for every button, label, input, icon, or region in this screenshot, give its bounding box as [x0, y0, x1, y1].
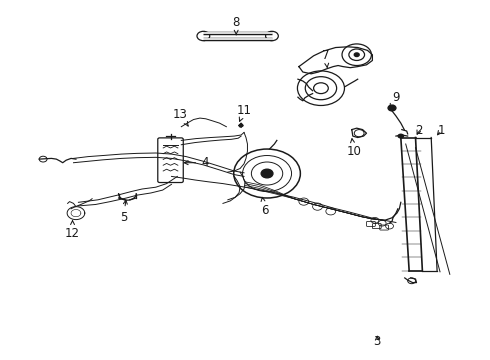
Text: 10: 10 [346, 139, 361, 158]
Text: 7: 7 [322, 49, 330, 68]
Text: 9: 9 [390, 91, 400, 108]
Text: 2: 2 [415, 124, 423, 137]
Text: 4: 4 [184, 156, 209, 169]
Circle shape [388, 105, 396, 111]
Text: 6: 6 [261, 197, 269, 217]
Text: 5: 5 [120, 200, 127, 224]
Text: 8: 8 [232, 16, 240, 35]
Polygon shape [239, 124, 243, 127]
Text: 11: 11 [237, 104, 251, 121]
Circle shape [261, 169, 273, 178]
Text: 13: 13 [173, 108, 188, 126]
Text: 12: 12 [65, 221, 80, 240]
Circle shape [397, 134, 404, 139]
Circle shape [354, 53, 359, 57]
Text: 1: 1 [437, 124, 445, 137]
Text: 3: 3 [373, 335, 381, 348]
